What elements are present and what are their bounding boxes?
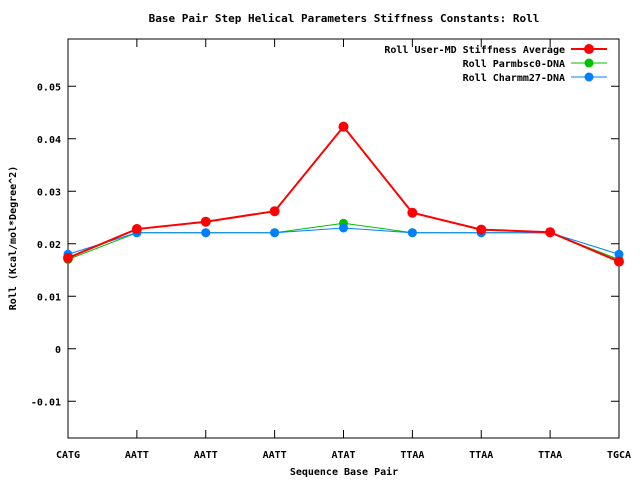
y-tick-label: 0.04	[37, 135, 61, 146]
y-tick-label: 0.02	[37, 240, 61, 251]
data-point	[407, 207, 418, 218]
data-point	[614, 249, 624, 259]
legend-swatch-point	[584, 58, 594, 68]
y-tick-label: 0.01	[37, 292, 61, 303]
series-line	[67, 125, 620, 263]
series-1	[63, 121, 624, 267]
data-point	[131, 224, 142, 235]
x-tick-label: TTAA	[538, 450, 562, 461]
x-tick-label: ATAT	[331, 450, 355, 461]
y-tick-label: 0.05	[37, 82, 61, 93]
x-tick-label: TTAA	[400, 450, 424, 461]
y-axis: -0.01 0 0.01 0.02 0.03 0.04 0.05	[31, 82, 619, 408]
y-tick-label: -0.01	[31, 397, 61, 408]
x-tick-label: AATT	[125, 450, 149, 461]
data-point	[201, 228, 211, 238]
legend-entry: Roll User-MD Stiffness Average	[384, 44, 607, 56]
legend-swatch-point	[584, 72, 594, 82]
chart-title: Base Pair Step Helical Parameters Stiffn…	[149, 12, 540, 25]
series-layer	[63, 121, 624, 267]
data-point	[200, 216, 211, 227]
legend-entry: Roll Parmbsc0-DNA	[463, 58, 607, 70]
data-point	[270, 228, 280, 238]
data-point	[614, 256, 624, 267]
legend-entry: Roll Charmm27-DNA	[463, 72, 607, 84]
y-axis-label: Roll (Kcal/mol*Degree^2)	[8, 166, 19, 311]
legend-swatch-point	[584, 44, 594, 54]
plot-frame	[67, 38, 620, 439]
data-point	[338, 121, 349, 132]
x-tick-label: AATT	[194, 450, 218, 461]
x-axis-label: Sequence Base Pair	[290, 466, 398, 478]
data-point	[269, 206, 280, 217]
y-tick-label: 0	[55, 345, 61, 356]
data-point	[407, 228, 417, 238]
legend-label: Roll User-MD Stiffness Average	[384, 44, 565, 56]
legend-label: Roll Parmbsc0-DNA	[463, 59, 565, 70]
data-point	[545, 227, 556, 238]
data-point	[476, 224, 487, 235]
data-point	[63, 252, 73, 263]
data-point	[339, 223, 348, 233]
x-axis: CATG AATT AATT AATT ATAT TTAA TTAA TTAA TGCA	[56, 39, 631, 461]
y-tick-label: 0.03	[37, 187, 61, 198]
legend: Roll User-MD Stiffness Average Roll Parmb…	[384, 44, 607, 84]
x-tick-label: AATT	[263, 450, 287, 461]
x-tick-label: CATG	[56, 450, 80, 461]
x-tick-label: TTAA	[469, 450, 493, 461]
legend-label: Roll Charmm27-DNA	[463, 73, 565, 84]
x-tick-label: TGCA	[607, 450, 631, 461]
